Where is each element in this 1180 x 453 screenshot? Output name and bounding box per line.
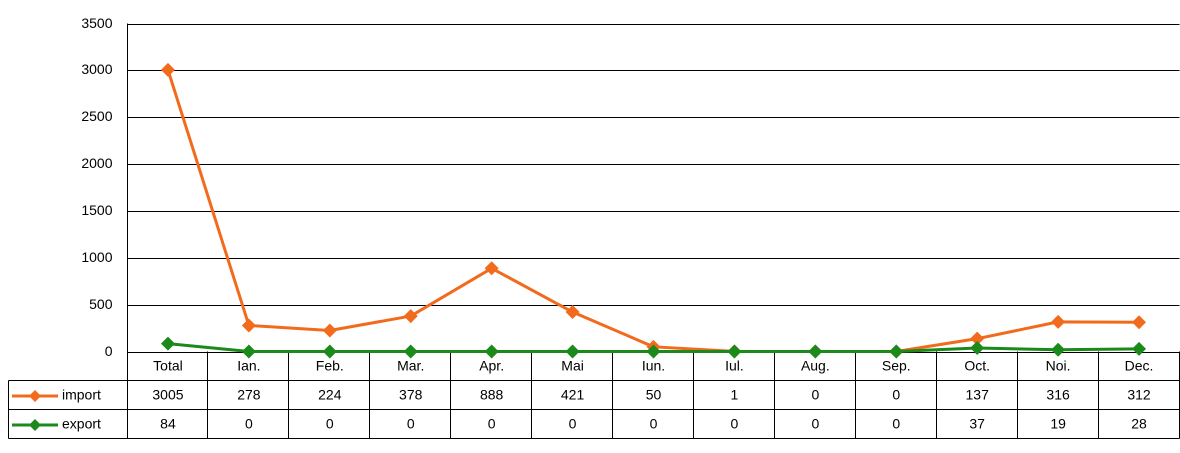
x-tick-label: Aug. xyxy=(801,358,830,374)
x-tick-label: Mai xyxy=(561,358,584,374)
table-value: 888 xyxy=(480,387,504,403)
y-tick-label: 2500 xyxy=(81,108,112,124)
marker xyxy=(1051,314,1066,329)
table-value: 0 xyxy=(811,387,819,403)
legend-marker xyxy=(29,419,41,431)
table-value: 28 xyxy=(1131,416,1147,432)
table-value: 0 xyxy=(407,416,415,432)
table-value: 378 xyxy=(399,387,423,403)
y-tick-label: 1000 xyxy=(81,249,112,265)
legend-label: export xyxy=(62,416,101,432)
marker xyxy=(241,318,256,333)
table-value: 50 xyxy=(646,387,662,403)
table-value: 1 xyxy=(731,387,739,403)
marker xyxy=(646,344,661,359)
marker xyxy=(565,344,580,359)
y-tick-label: 1500 xyxy=(81,202,112,218)
marker xyxy=(484,261,499,276)
x-tick-label: Total xyxy=(153,358,183,374)
table-value: 0 xyxy=(326,416,334,432)
table-value: 37 xyxy=(969,416,985,432)
x-tick-label: Noi. xyxy=(1046,358,1071,374)
marker xyxy=(322,323,337,338)
table-value: 312 xyxy=(1127,387,1151,403)
marker xyxy=(241,344,256,359)
y-tick-label: 500 xyxy=(89,296,113,312)
table-value: 224 xyxy=(318,387,342,403)
legend-label: import xyxy=(62,387,101,403)
y-tick-label: 3500 xyxy=(81,15,112,31)
table-value: 0 xyxy=(892,387,900,403)
marker xyxy=(403,344,418,359)
table-value: 0 xyxy=(811,416,819,432)
marker xyxy=(808,344,823,359)
table-value: 0 xyxy=(569,416,577,432)
x-tick-label: Mar. xyxy=(397,358,424,374)
table-value: 137 xyxy=(966,387,990,403)
marker xyxy=(322,344,337,359)
table-value: 316 xyxy=(1046,387,1070,403)
marker xyxy=(160,336,175,351)
table-value: 19 xyxy=(1050,416,1066,432)
table-value: 0 xyxy=(650,416,658,432)
marker xyxy=(970,331,985,346)
y-tick-label: 2000 xyxy=(81,155,112,171)
marker xyxy=(484,344,499,359)
table-value: 3005 xyxy=(152,387,183,403)
marker xyxy=(1051,342,1066,357)
marker xyxy=(1132,315,1147,330)
table-value: 0 xyxy=(731,416,739,432)
marker xyxy=(1132,341,1147,356)
x-tick-label: Oct. xyxy=(964,358,990,374)
table-value: 84 xyxy=(160,416,176,432)
x-tick-label: Iul. xyxy=(725,358,744,374)
x-tick-label: Dec. xyxy=(1125,358,1154,374)
marker xyxy=(160,62,175,77)
x-tick-label: Ian. xyxy=(237,358,260,374)
y-tick-label: 3000 xyxy=(81,61,112,77)
y-tick-label: 0 xyxy=(105,343,113,359)
marker xyxy=(970,341,985,356)
x-tick-label: Apr. xyxy=(479,358,504,374)
table-value: 421 xyxy=(561,387,585,403)
table-value: 0 xyxy=(892,416,900,432)
legend-marker xyxy=(29,390,41,402)
series-line xyxy=(166,69,1140,353)
table-value: 0 xyxy=(488,416,496,432)
marker xyxy=(565,305,580,320)
marker xyxy=(403,309,418,324)
x-tick-label: Sep. xyxy=(882,358,911,374)
table-value: 0 xyxy=(245,416,253,432)
x-tick-label: Iun. xyxy=(642,358,665,374)
table-value: 278 xyxy=(237,387,261,403)
x-tick-label: Feb. xyxy=(316,358,344,374)
marker xyxy=(727,344,742,359)
marker xyxy=(889,344,904,359)
